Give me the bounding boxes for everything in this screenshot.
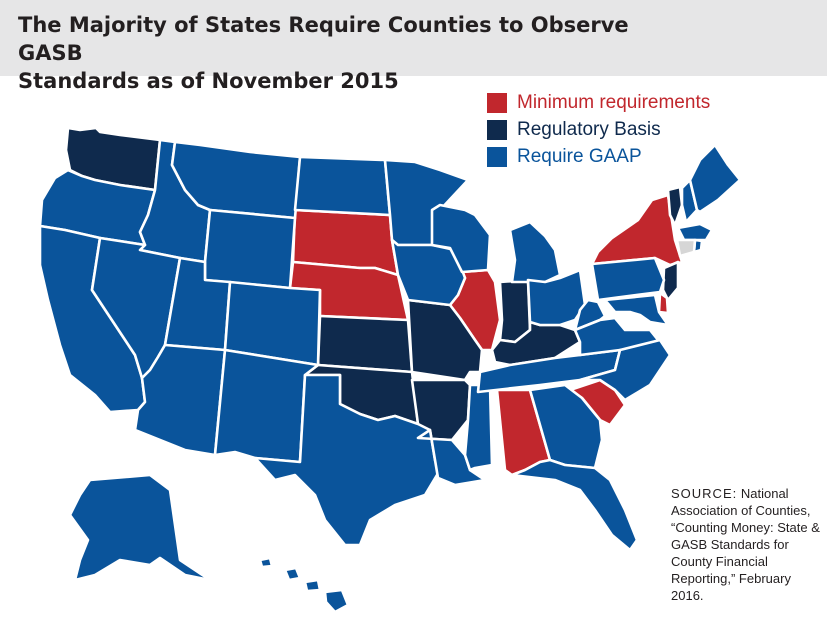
state-ct (675, 238, 697, 258)
state-md (603, 293, 670, 327)
state-wy (203, 208, 297, 290)
state-nj (661, 260, 680, 302)
state-nc (578, 338, 672, 402)
state-la (416, 428, 487, 487)
state-ms (463, 383, 494, 472)
state-vt (666, 185, 684, 227)
state-co (223, 280, 322, 367)
legend-label-minimum: Minimum requirements (517, 91, 711, 113)
state-mo (406, 298, 484, 382)
state-wi (430, 203, 492, 274)
legend-swatch-regulatory (487, 119, 507, 140)
legend-item-minimum: Minimum requirements (487, 89, 710, 116)
title-line-2: Standards as of November 2015 (18, 69, 399, 93)
state-ma (676, 222, 714, 242)
state-nh (680, 178, 699, 224)
legend-label-gaap: Require GAAP (517, 145, 642, 167)
legend-item-gaap: Require GAAP (487, 143, 710, 170)
state-fl (510, 458, 639, 552)
legend: Minimum requirements Regulatory Basis Re… (487, 89, 710, 170)
state-tx (253, 373, 442, 547)
legend-swatch-gaap (487, 146, 507, 167)
state-ks (316, 314, 414, 374)
source-note: SOURCE: National Association of Counties… (671, 485, 821, 604)
legend-item-regulatory: Regulatory Basis (487, 116, 710, 143)
title-line-1: The Majority of States Require Counties … (18, 13, 629, 65)
title-bar: The Majority of States Require Counties … (0, 0, 827, 93)
chart-title: The Majority of States Require Counties … (18, 11, 658, 95)
source-tag: SOURCE: (671, 486, 738, 501)
state-nd (293, 155, 392, 217)
source-text: National Association of Counties, “Count… (671, 486, 820, 603)
state-me (688, 143, 742, 214)
legend-swatch-minimum (487, 92, 507, 113)
state-pa (590, 256, 666, 302)
state-hi (258, 556, 350, 614)
legend-label-regulatory: Regulatory Basis (517, 118, 661, 140)
state-mi (508, 220, 562, 284)
state-ak (68, 473, 212, 582)
state-ia (390, 238, 467, 307)
